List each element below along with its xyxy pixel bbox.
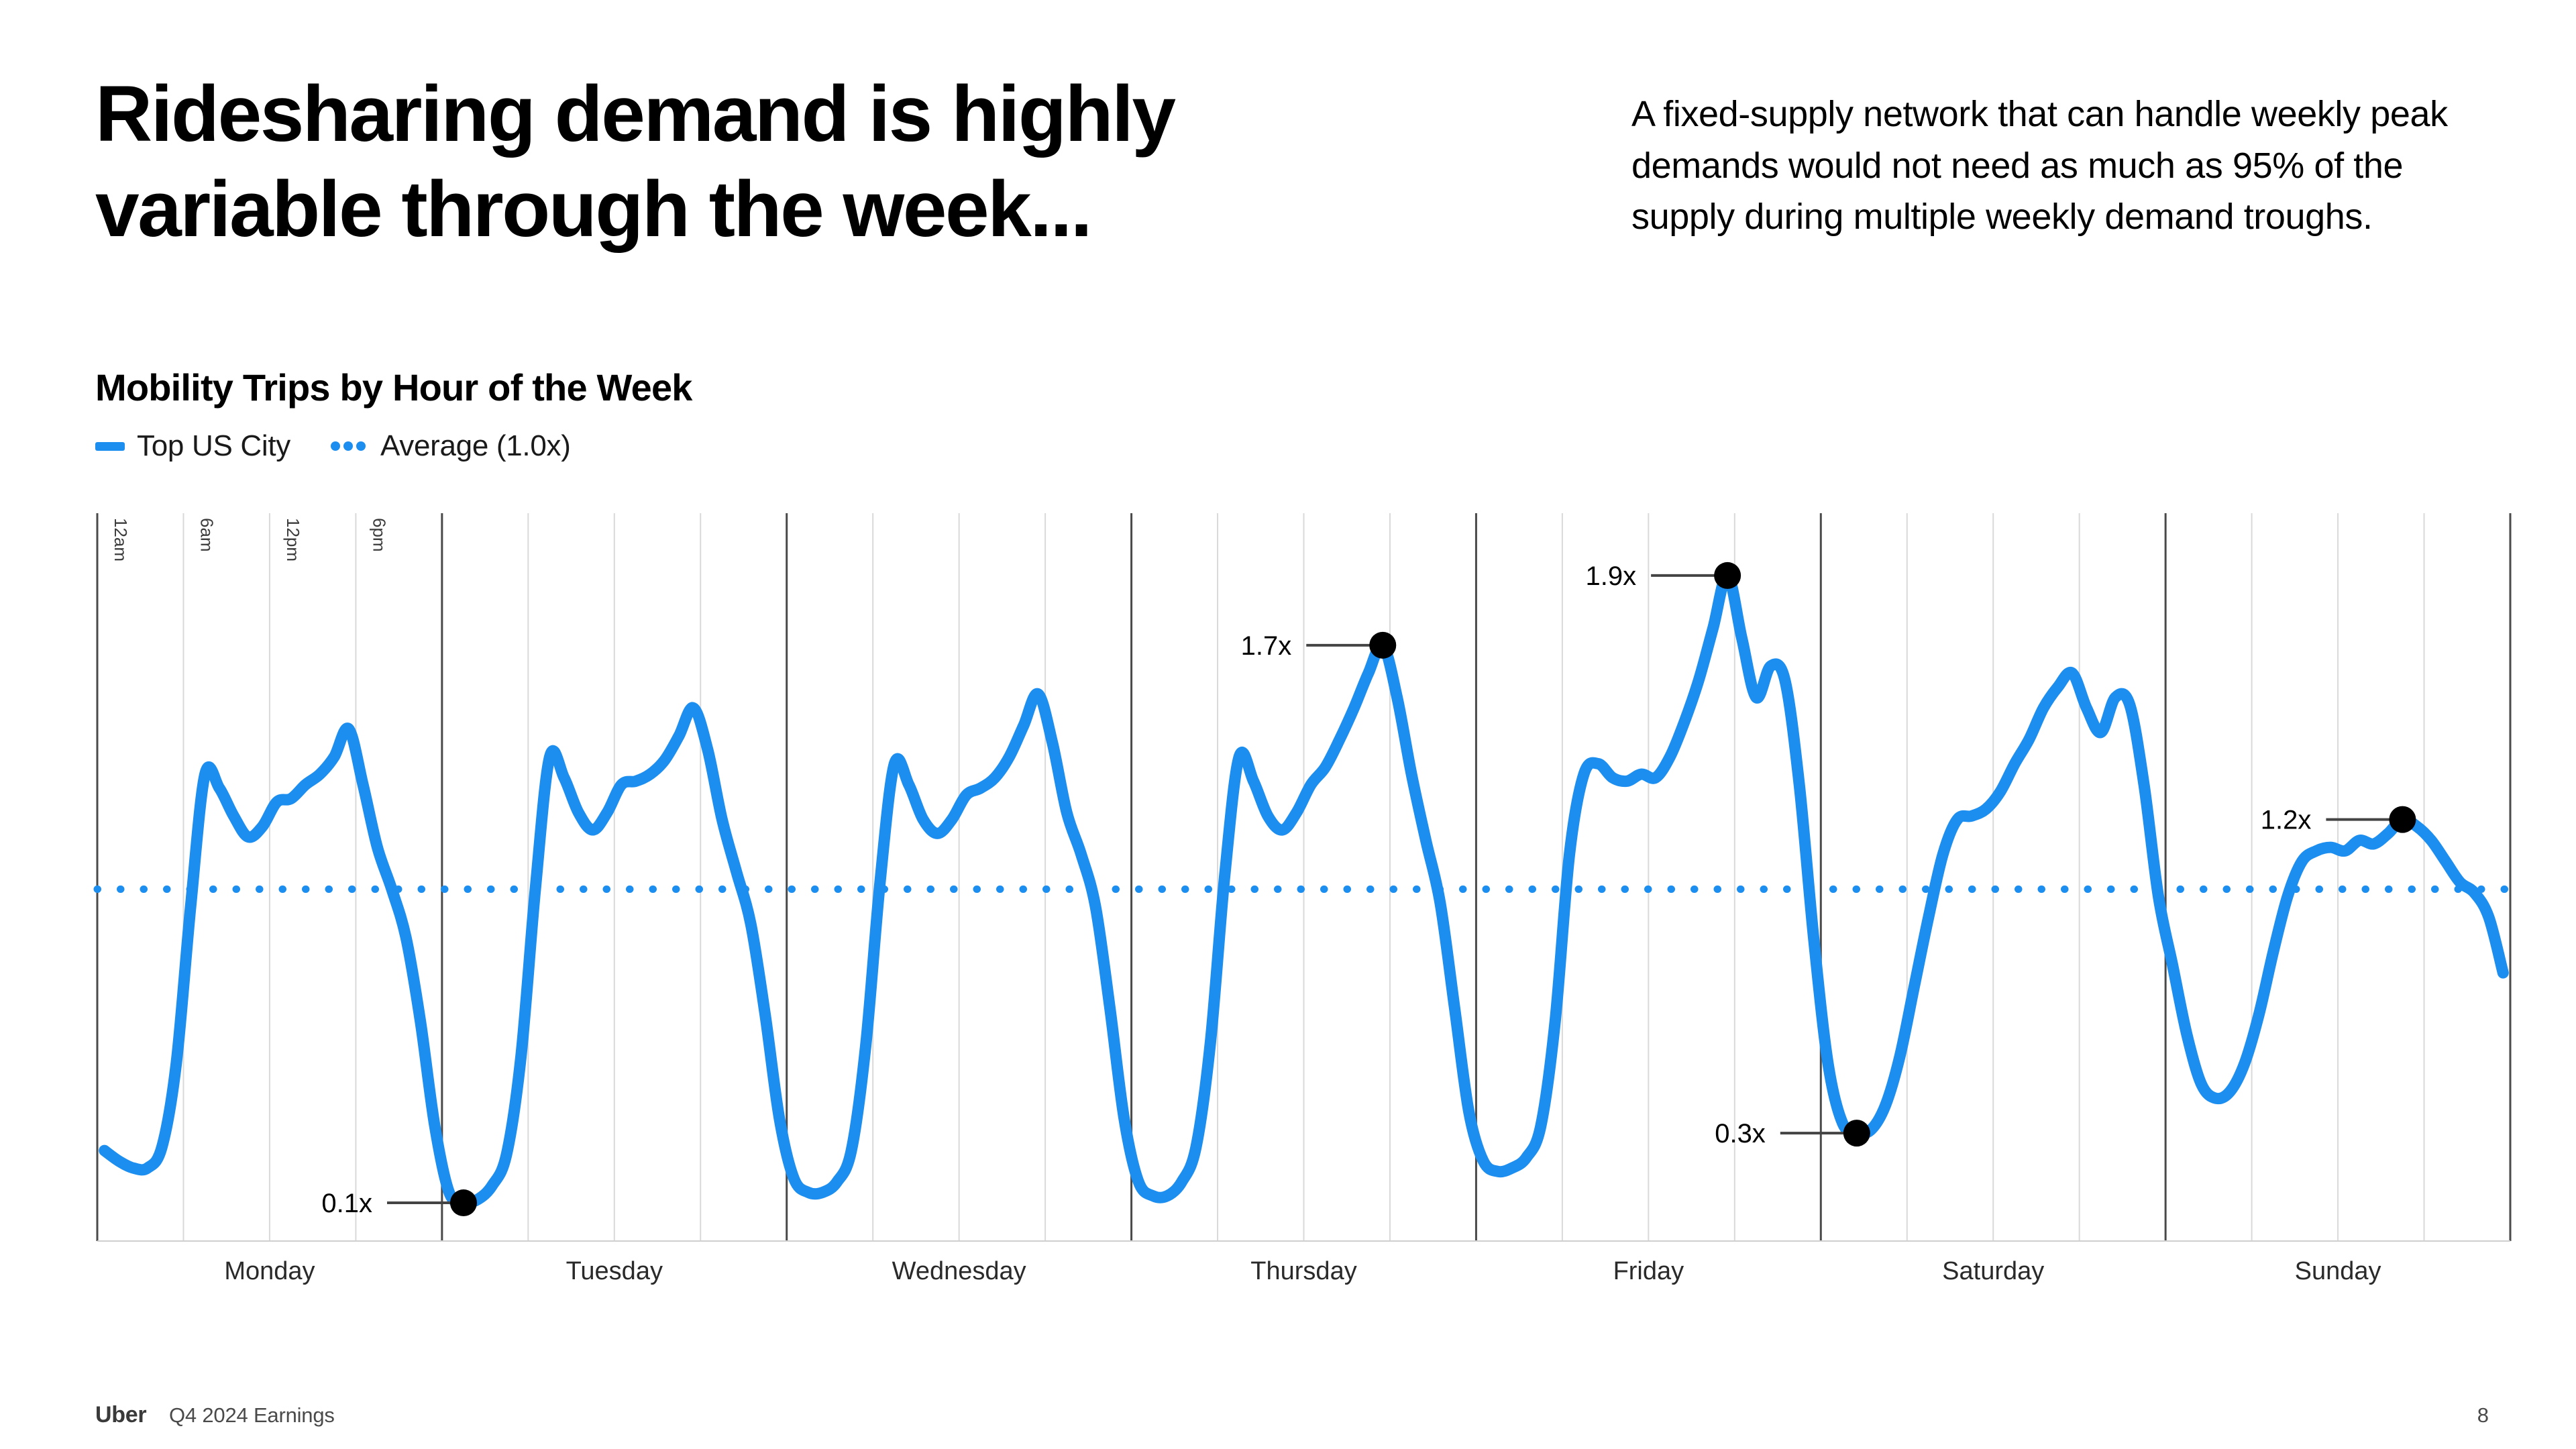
- day-axis-label-friday: Friday: [1613, 1257, 1684, 1285]
- annotation-marker-dot: [449, 1189, 477, 1217]
- annotation-marker-dot: [2389, 806, 2416, 833]
- day-divider-lines: [96, 513, 2512, 1242]
- page-title: Ridesharing demand is highly variable th…: [95, 70, 1176, 254]
- day-axis-label-sunday: Sunday: [2295, 1257, 2381, 1285]
- day-axis-label-thursday: Thursday: [1250, 1257, 1356, 1285]
- annotation-label-0-1x: 0.1x: [321, 1189, 372, 1218]
- legend-item-top-us-city: Top US City: [95, 429, 290, 463]
- chart-annotations: 0.1x 1.7x 1.9x 0.3x 1.2x: [321, 561, 2416, 1218]
- legend-label-top-us-city: Top US City: [137, 429, 290, 462]
- slide-footer: Uber Q4 2024 Earnings 8: [0, 1402, 2576, 1449]
- hour-tick-label: 6am: [197, 518, 217, 552]
- day-axis-label-wednesday: Wednesday: [892, 1257, 1026, 1285]
- annotation-marker-dot: [1714, 561, 1741, 589]
- annotation-label-1-9x: 1.9x: [1586, 561, 1637, 591]
- series-top-us-city: [99, 570, 2509, 1210]
- annotation-label-0-3x: 0.3x: [1715, 1119, 1766, 1148]
- annotation-label-1-2x: 1.2x: [2261, 806, 2312, 835]
- footer-brand-logo: Uber: [95, 1402, 147, 1428]
- legend-item-average: Average (1.0x): [331, 429, 571, 463]
- day-axis-labels: Monday Tuesday Wednesday Thursday Friday Satu…: [224, 1257, 2381, 1285]
- hour-tick-label: 6pm: [369, 518, 389, 552]
- annotation-marker-dot: [1369, 631, 1397, 659]
- chart-title: Mobility Trips by Hour of the Week: [95, 366, 692, 409]
- hour-tick-labels: 12am 6am 12pm 6pm: [111, 518, 389, 561]
- annotation-marker-dot: [1843, 1120, 1870, 1147]
- legend-label-average: Average (1.0x): [380, 429, 571, 462]
- day-axis-label-monday: Monday: [224, 1257, 315, 1285]
- footer-note: Q4 2024 Earnings: [169, 1403, 335, 1427]
- annotation-label-1-7x: 1.7x: [1241, 631, 1292, 661]
- dotted-line-swatch-icon: [331, 441, 368, 451]
- hour-gridlines: [182, 513, 2425, 1241]
- slide-header: Ridesharing demand is highly variable th…: [0, 0, 2576, 335]
- header-callout-text: A fixed-supply network that can handle w…: [1631, 94, 2448, 237]
- day-axis-label-tuesday: Tuesday: [566, 1257, 663, 1285]
- day-axis-label-saturday: Saturday: [1942, 1257, 2044, 1285]
- solid-line-swatch-icon: [95, 441, 125, 451]
- hour-tick-label: 12pm: [283, 518, 303, 561]
- chart-legend: Top US City Average (1.0x): [95, 429, 571, 463]
- page-number: 8: [2477, 1403, 2489, 1427]
- hour-tick-label: 12am: [111, 518, 131, 561]
